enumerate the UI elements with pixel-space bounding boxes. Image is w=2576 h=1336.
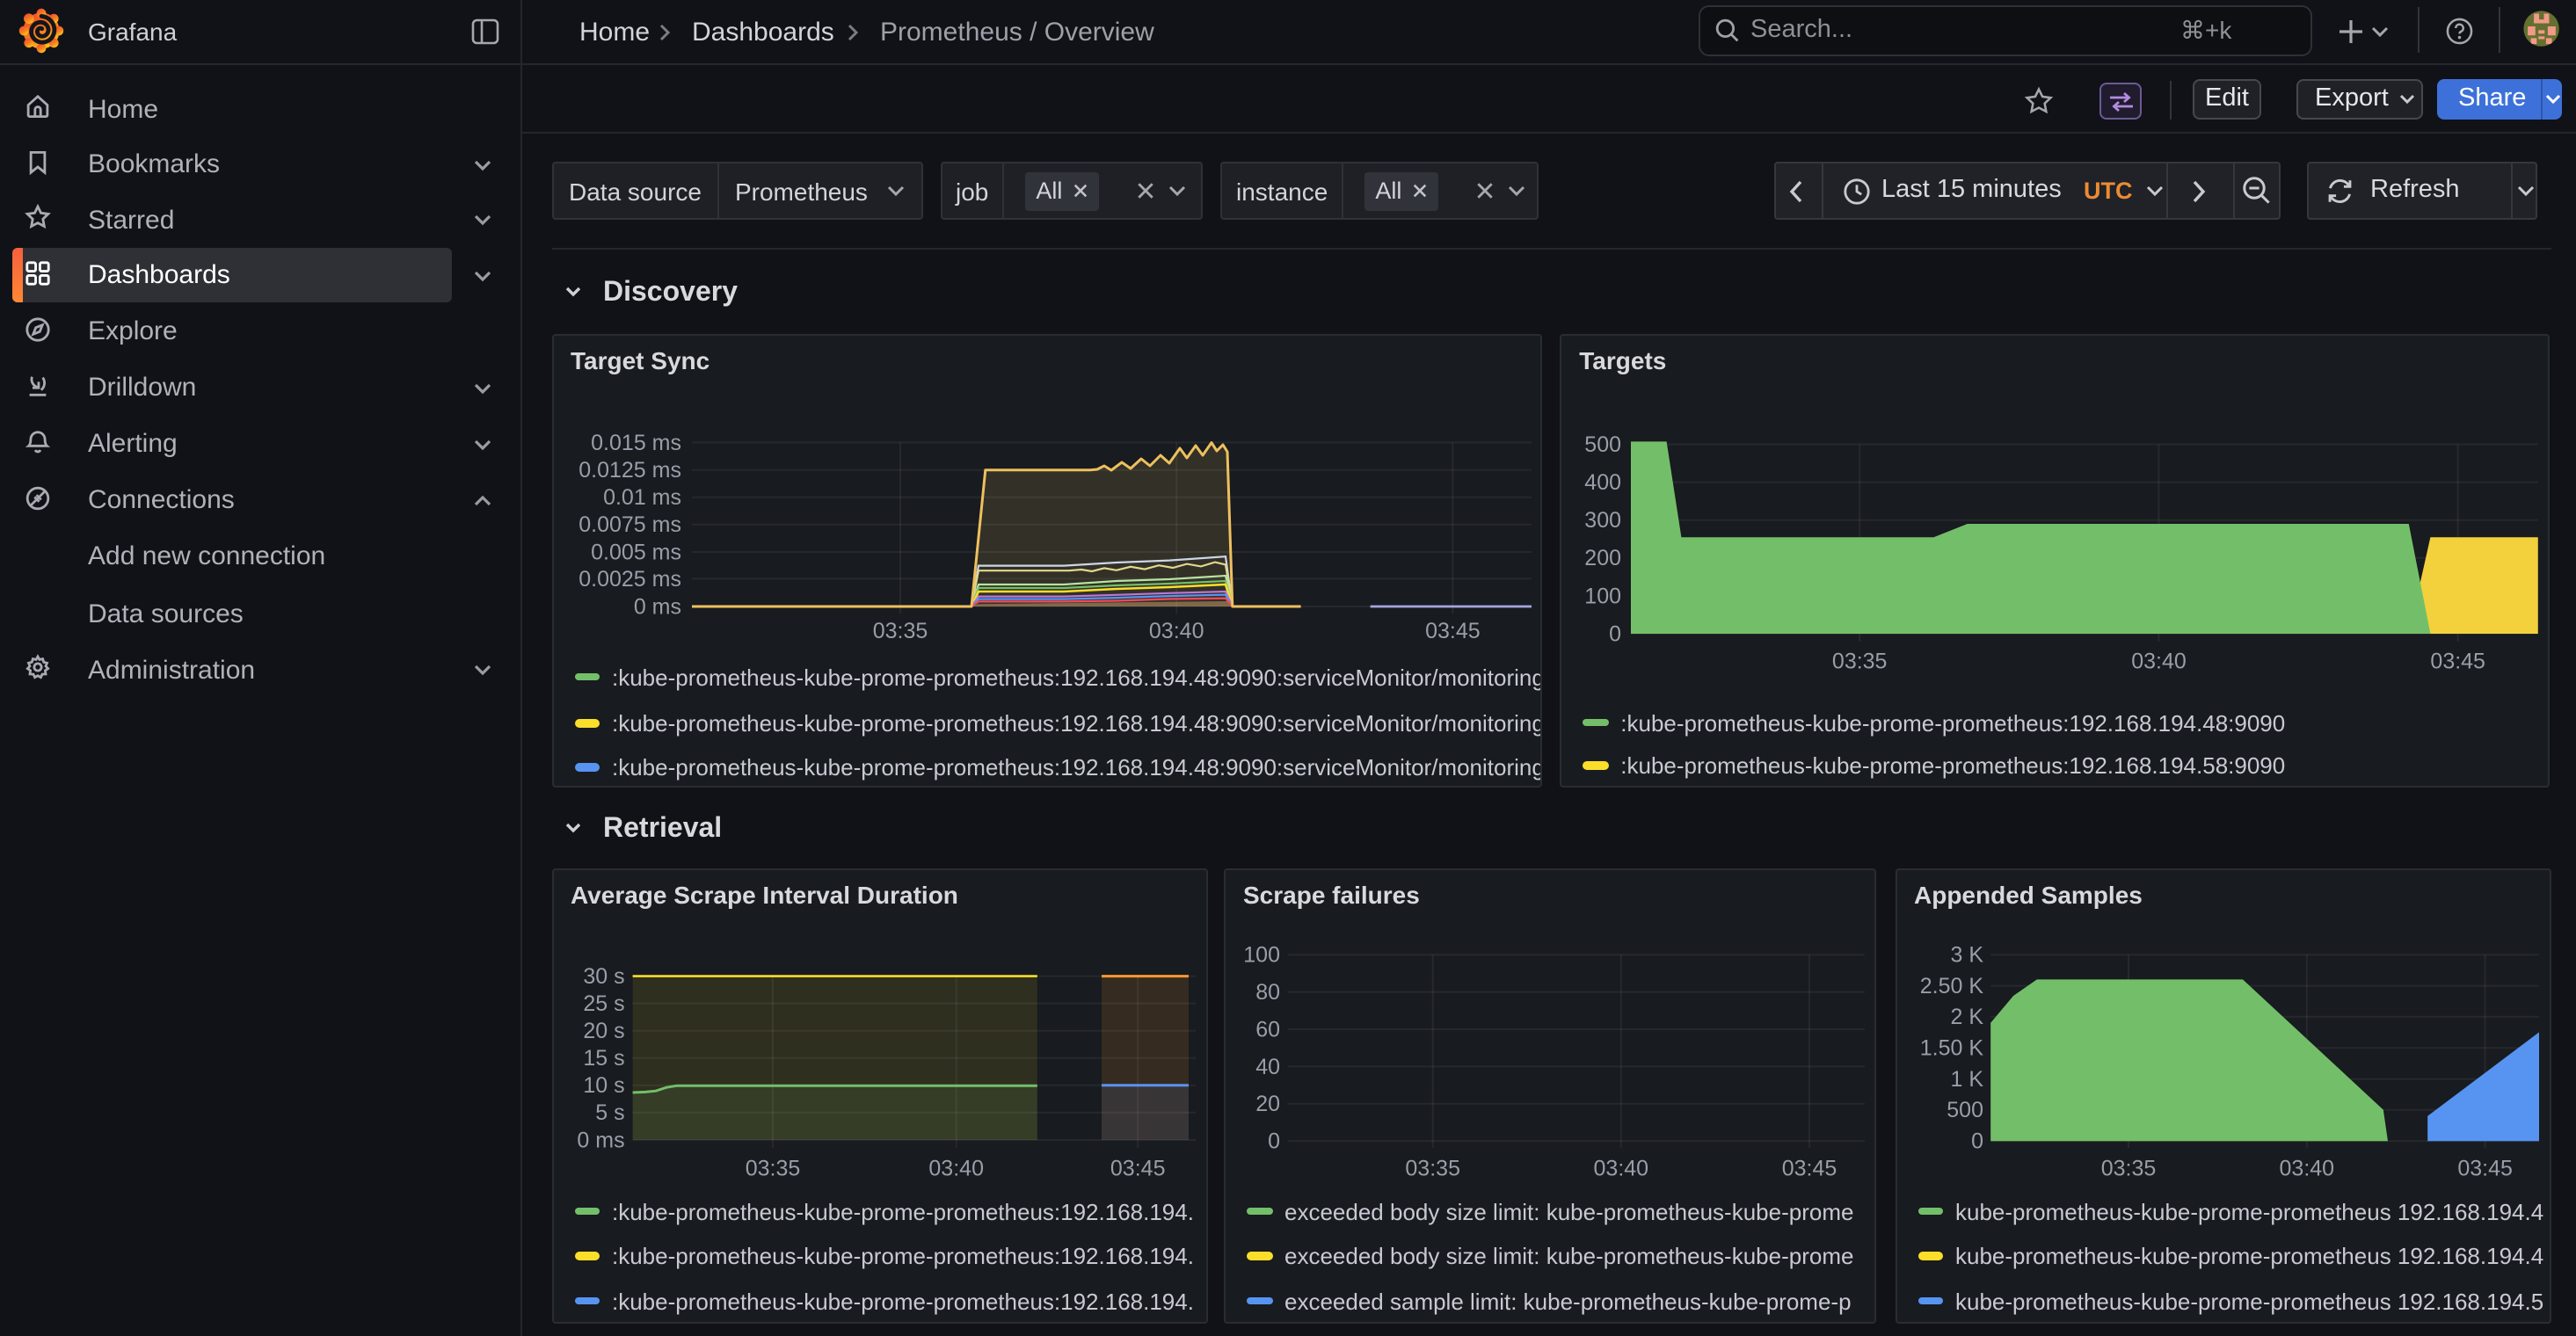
svg-text:25 s: 25 s — [582, 991, 623, 1016]
svg-text:500: 500 — [1585, 432, 1622, 457]
svg-text:03:35: 03:35 — [872, 619, 928, 643]
svg-text:10 s: 10 s — [582, 1073, 623, 1098]
svg-text:20 s: 20 s — [582, 1019, 623, 1043]
svg-text:0: 0 — [1268, 1129, 1280, 1154]
svg-text:1 K: 1 K — [1949, 1067, 1983, 1092]
svg-text:0 ms: 0 ms — [576, 1128, 623, 1152]
svg-text:3 K: 3 K — [1949, 943, 1983, 968]
svg-text:400: 400 — [1585, 470, 1622, 495]
svg-text:0: 0 — [1609, 621, 1621, 646]
svg-text:03:35: 03:35 — [1832, 650, 1888, 674]
svg-text:100: 100 — [1585, 584, 1622, 608]
svg-text:03:45: 03:45 — [2456, 1157, 2512, 1181]
svg-text:100: 100 — [1243, 943, 1280, 968]
svg-text:0.01 ms: 0.01 ms — [602, 485, 680, 510]
svg-text:0.0075 ms: 0.0075 ms — [578, 512, 680, 537]
svg-text:0 ms: 0 ms — [633, 594, 680, 619]
svg-text:03:40: 03:40 — [1594, 1157, 1649, 1181]
svg-text:20: 20 — [1255, 1092, 1280, 1116]
svg-text:40: 40 — [1255, 1055, 1280, 1079]
svg-text:03:35: 03:35 — [1405, 1157, 1460, 1181]
svg-text:500: 500 — [1946, 1098, 1983, 1122]
svg-text:60: 60 — [1255, 1017, 1280, 1042]
svg-text:0.0125 ms: 0.0125 ms — [578, 458, 680, 483]
svg-text:03:40: 03:40 — [2279, 1157, 2334, 1181]
svg-text:200: 200 — [1585, 546, 1622, 570]
svg-text:300: 300 — [1585, 508, 1622, 533]
svg-text:0.0025 ms: 0.0025 ms — [578, 567, 680, 592]
svg-text:15 s: 15 s — [582, 1046, 623, 1071]
svg-text:0: 0 — [1970, 1129, 1983, 1154]
svg-text:03:40: 03:40 — [928, 1157, 983, 1181]
svg-text:03:35: 03:35 — [745, 1157, 800, 1181]
svg-text:0.005 ms: 0.005 ms — [590, 540, 680, 564]
svg-text:03:45: 03:45 — [2431, 650, 2486, 674]
svg-text:2.50 K: 2.50 K — [1919, 974, 1983, 998]
svg-text:2 K: 2 K — [1949, 1005, 1983, 1029]
svg-text:5 s: 5 s — [594, 1100, 623, 1125]
svg-text:03:40: 03:40 — [1148, 619, 1204, 643]
svg-text:1.50 K: 1.50 K — [1919, 1036, 1983, 1061]
svg-text:03:35: 03:35 — [2100, 1157, 2156, 1181]
svg-text:80: 80 — [1255, 980, 1280, 1005]
svg-text:30 s: 30 s — [582, 964, 623, 989]
svg-text:03:45: 03:45 — [1110, 1157, 1165, 1181]
svg-text:03:45: 03:45 — [1424, 619, 1480, 643]
svg-text:03:45: 03:45 — [1782, 1157, 1837, 1181]
svg-text:0.015 ms: 0.015 ms — [590, 431, 680, 455]
svg-text:03:40: 03:40 — [2132, 650, 2187, 674]
